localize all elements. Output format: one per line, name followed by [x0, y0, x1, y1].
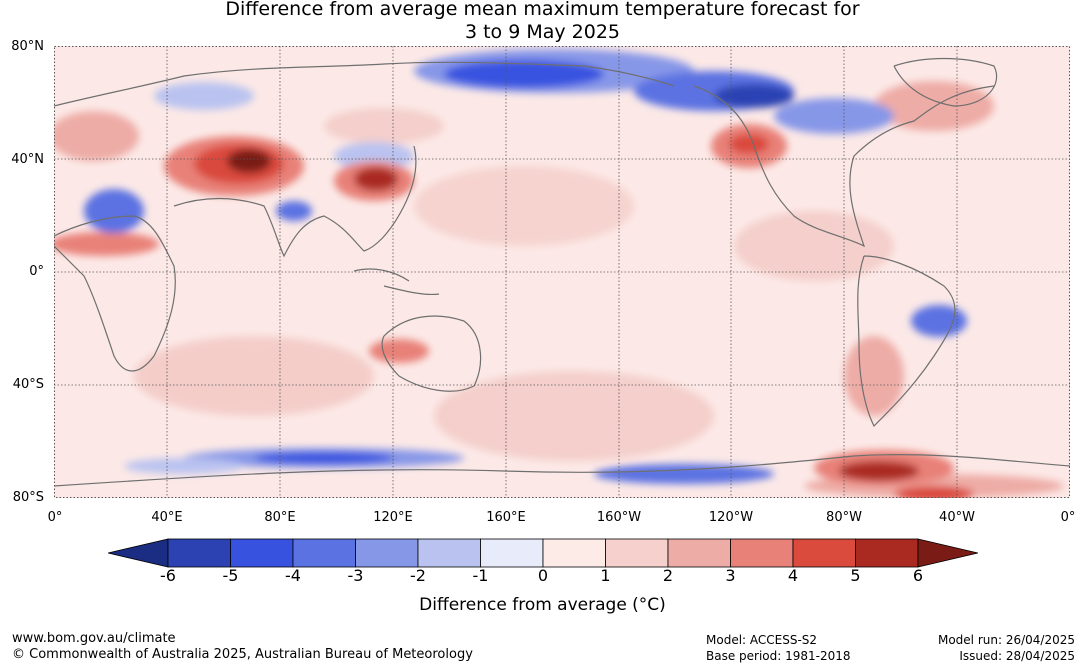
colour-bar-tick-label: 6 — [912, 566, 924, 585]
colour-bar-tick-label: 1 — [600, 566, 611, 585]
lon-label-40w: 40°W — [939, 510, 975, 525]
colour-bar-max-arrow — [917, 538, 978, 568]
lat-label-80n: 80°N — [11, 39, 44, 54]
colour-bar-tick-label: 2 — [662, 566, 674, 585]
footer-website: www.bom.gov.au/climate — [12, 631, 176, 646]
colour-bar-cell — [667, 538, 731, 568]
colour-bar-cell — [355, 538, 419, 568]
lon-label-120w: 120°W — [708, 510, 754, 525]
temperature-anomaly-map — [54, 46, 1070, 498]
colour-bar-cell — [167, 538, 231, 568]
footer-base-period: Base period: 1981-2018 — [706, 649, 851, 663]
title-line-1: Difference from average mean maximum tem… — [225, 0, 860, 20]
colour-bar-cell — [417, 538, 481, 568]
map-border — [54, 46, 1070, 498]
footer-model-run: Model run: 26/04/2025 — [937, 633, 1075, 647]
colour-bar-cell — [855, 538, 919, 568]
colour-bar-tick-label: 3 — [725, 566, 736, 585]
lon-label-80w: 80°W — [826, 510, 862, 525]
colour-bar — [108, 538, 978, 568]
lat-label-40n: 40°N — [11, 152, 44, 167]
colour-bar-tick-label: -6 — [160, 566, 176, 585]
footer-issued: Issued: 28/04/2025 — [959, 649, 1075, 663]
colour-bar-tick-label: -2 — [410, 566, 426, 585]
lon-label-120e: 120°E — [373, 510, 413, 525]
lon-label-80e: 80°E — [264, 510, 296, 525]
colour-bar-cell — [792, 538, 856, 568]
colour-bar-min-arrow — [108, 538, 169, 568]
colour-bar-tick-label: 4 — [787, 566, 799, 585]
colour-bar-label: Difference from average (°C) — [419, 595, 666, 615]
lat-label-equator: 0° — [29, 264, 44, 279]
title-line-2: 3 to 9 May 2025 — [464, 21, 621, 43]
graticule — [54, 46, 1070, 498]
footer-model: Model: ACCESS-S2 — [706, 633, 818, 647]
lon-label-160e: 160°E — [486, 510, 526, 525]
colour-bar-cell — [605, 538, 669, 568]
colour-bar-cell — [730, 538, 794, 568]
lat-label-80s: 80°S — [12, 490, 44, 505]
colour-bar-tick-label: 0 — [537, 566, 549, 585]
colour-bar-cell — [542, 538, 606, 568]
colour-bar-cell — [292, 538, 356, 568]
colour-bar-cell — [480, 538, 544, 568]
colour-bar-tick-label: -1 — [472, 566, 489, 585]
coastlines — [54, 57, 1070, 487]
lon-label-40e: 40°E — [151, 510, 183, 525]
colour-bar-tick-label: -4 — [285, 566, 301, 585]
colour-bar-tick-label: -3 — [347, 566, 364, 585]
lon-label-0-right: 0° — [1060, 510, 1076, 525]
lat-label-40s: 40°S — [12, 377, 44, 392]
colour-bar-cell — [230, 538, 294, 568]
map-canvas — [54, 46, 1070, 498]
lon-label-0-left: 0° — [47, 510, 63, 525]
colour-bar-tick-label: 5 — [850, 566, 861, 585]
footer-copyright: © Commonwealth of Australia 2025, Austra… — [12, 647, 473, 662]
colour-bar-tick-label: -5 — [222, 566, 239, 585]
anomaly-field — [54, 49, 1064, 498]
lon-label-160w: 160°W — [596, 510, 642, 525]
